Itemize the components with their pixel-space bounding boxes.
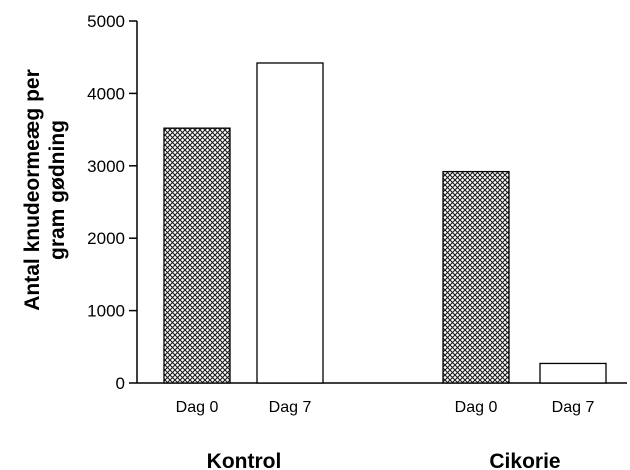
x-labels: Dag 0 Dag 7 Kontrol Dag 0 Dag 7 Cikorie [176, 399, 595, 470]
x-category-label: Dag 7 [552, 399, 595, 416]
x-category-label: Dag 0 [176, 399, 219, 416]
y-ticks: 0 1000 2000 3000 4000 5000 [87, 12, 137, 393]
y-axis-title: Antal knudeormeæg per gram gødning [21, 69, 69, 311]
y-tick-label: 2000 [87, 229, 125, 248]
x-category-label: Dag 0 [455, 399, 498, 416]
bar-cikorie-dag-7 [539, 362, 607, 384]
bar-kontrol-dag-0 [163, 127, 231, 384]
bars [163, 62, 607, 384]
y-tick-label: 1000 [87, 302, 125, 321]
x-category-label: Dag 7 [269, 399, 312, 416]
y-axis-title-line-2: gram gødning [46, 120, 69, 260]
y-tick-label: 0 [116, 374, 125, 393]
bar-kontrol-dag-7 [256, 62, 324, 384]
bar-cikorie-dag-0 [442, 170, 510, 384]
group-label: Cikorie [489, 450, 560, 470]
y-tick-label: 5000 [87, 12, 125, 31]
y-tick-label: 3000 [87, 157, 125, 176]
group-label: Kontrol [207, 450, 282, 470]
y-tick-label: 4000 [87, 84, 125, 103]
y-axis-title-line-1: Antal knudeormeæg per [21, 69, 44, 311]
